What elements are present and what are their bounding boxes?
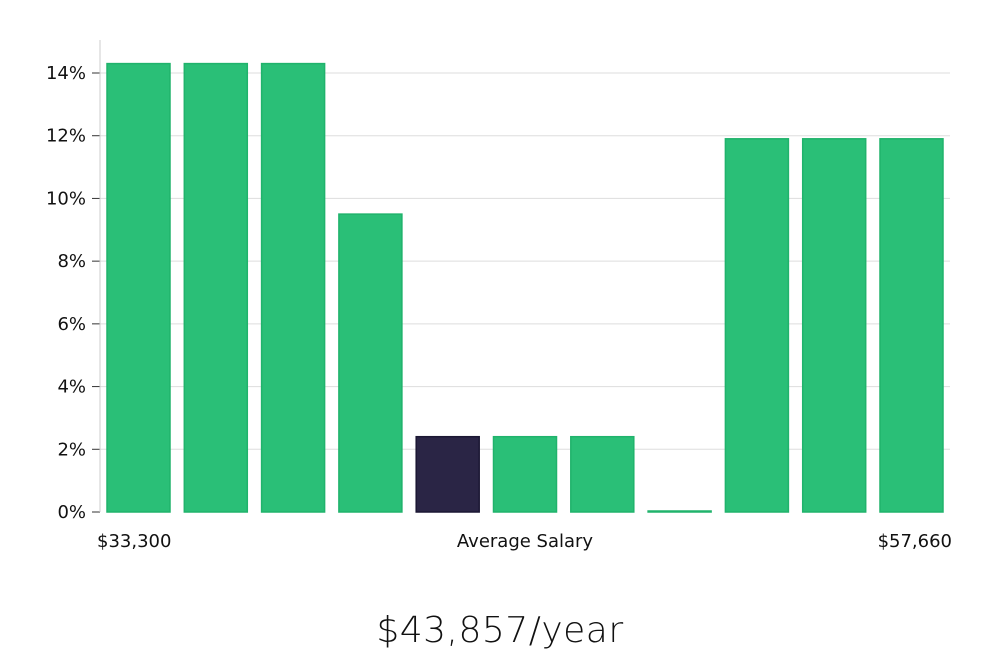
bar [724,138,790,513]
x-min-label: $33,300 [97,531,171,552]
bar-average-salary [415,435,480,513]
y-tick-label: 0% [57,502,86,523]
salary-histogram: 0% 2% 4% 6% 8% 10% 12% 14% $33,300 Average Sala… [46,40,952,552]
bar [260,62,326,513]
x-max-label: $57,660 [878,531,952,552]
y-tick-label: 12% [46,126,86,147]
bar [647,510,712,513]
y-tick-label: 10% [46,188,86,209]
bar [183,62,249,513]
average-salary-figure: $43,857/year [376,610,624,651]
y-tick-label: 4% [57,377,86,398]
bar [801,138,867,513]
y-tick-label: 6% [57,314,86,335]
y-tick-label: 8% [57,251,86,272]
y-tick-label: 2% [57,439,86,460]
bar [570,435,635,513]
bar [338,213,403,513]
bar [492,435,558,513]
y-tick-label: 14% [46,63,86,84]
bar [879,138,944,513]
bar [106,62,171,513]
x-axis-title: Average Salary [457,531,594,552]
y-axis: 0% 2% 4% 6% 8% 10% 12% 14% [46,63,100,523]
bars [106,62,944,513]
